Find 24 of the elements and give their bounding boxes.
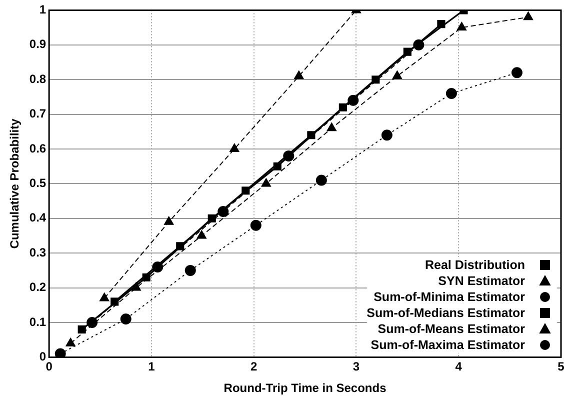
legend-label: Sum-of-Maxima Estimator <box>370 337 525 354</box>
legend-label: SYN Estimator <box>438 273 525 290</box>
y-tick-label: 0.2 <box>29 280 46 294</box>
y-tick-label: 1 <box>39 2 46 17</box>
legend-label: Sum-of-Minima Estimator <box>374 289 525 306</box>
y-tick-label: 0.4 <box>29 210 46 225</box>
x-axis-title: Round-Trip Time in Seconds <box>224 381 387 396</box>
x-tick-label: 2 <box>250 360 258 374</box>
x-tick-label: 3 <box>352 360 360 374</box>
y-tick-label: 0.3 <box>29 245 46 260</box>
y-tick-label: 0.7 <box>29 106 46 121</box>
y-axis-title: Cumulative Probability <box>8 118 22 249</box>
y-tick-label: 0.9 <box>29 37 46 52</box>
y-tick-label: 0 <box>39 350 46 364</box>
legend-label: Sum-of-Means Estimator <box>378 321 525 338</box>
y-tick-label: 0.1 <box>29 314 46 329</box>
x-tick-label: 1 <box>148 360 156 374</box>
y-tick-label: 0.5 <box>29 176 46 190</box>
legend-label: Sum-of-Medians Estimator <box>366 305 525 322</box>
y-tick-label: 0.8 <box>29 72 46 86</box>
legend-label: Real Distribution <box>424 257 525 274</box>
x-tick-label: 4 <box>455 360 462 374</box>
y-tick-label: 0.6 <box>29 141 46 156</box>
x-tick-label: 5 <box>558 360 565 374</box>
